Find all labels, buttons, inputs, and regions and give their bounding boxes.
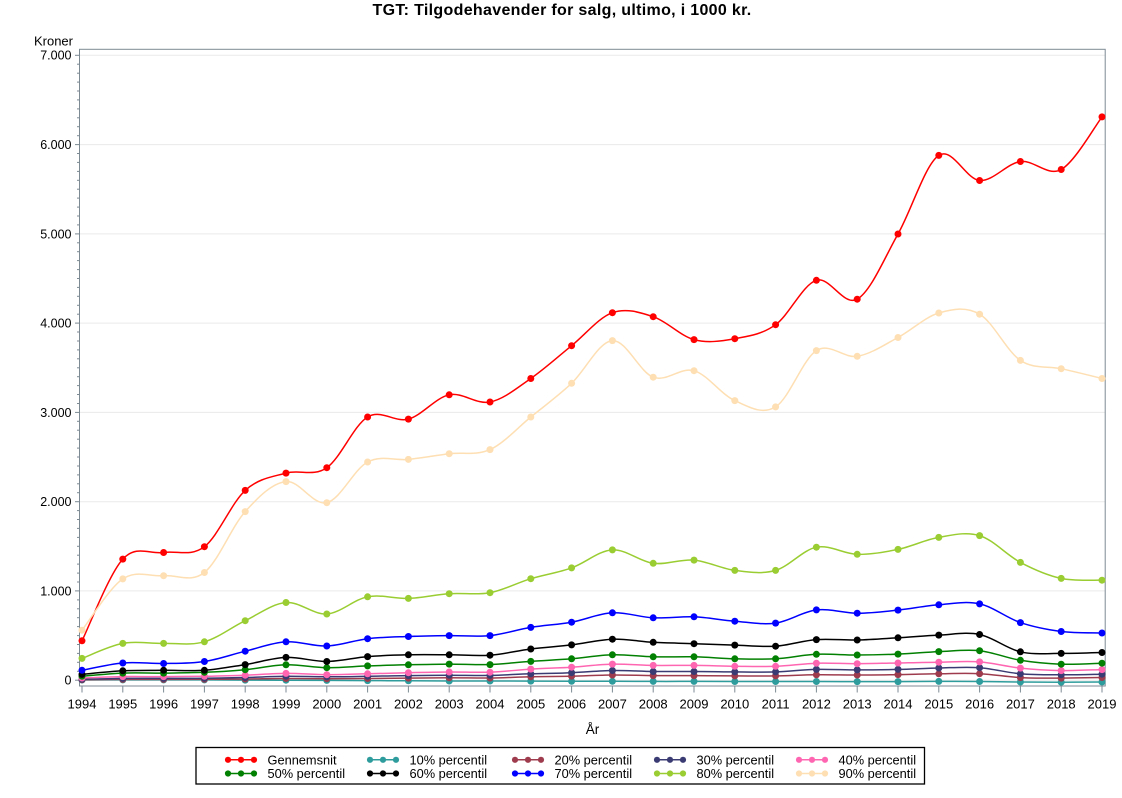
- svg-text:70% percentil: 70% percentil: [555, 766, 633, 781]
- svg-text:1995: 1995: [108, 696, 137, 711]
- svg-text:0: 0: [65, 674, 72, 688]
- svg-text:2000: 2000: [312, 696, 341, 711]
- svg-text:60% percentil: 60% percentil: [410, 766, 488, 781]
- svg-text:5.000: 5.000: [40, 227, 71, 241]
- svg-text:20% percentil: 20% percentil: [555, 752, 633, 767]
- svg-text:2003: 2003: [435, 696, 464, 711]
- svg-text:2002: 2002: [394, 696, 423, 711]
- svg-text:80% percentil: 80% percentil: [697, 766, 775, 781]
- svg-text:2011: 2011: [762, 696, 790, 711]
- svg-text:50% percentil: 50% percentil: [268, 766, 346, 781]
- svg-text:4.000: 4.000: [40, 317, 71, 331]
- svg-text:År: År: [586, 722, 600, 737]
- svg-text:2005: 2005: [516, 696, 545, 711]
- svg-text:40% percentil: 40% percentil: [839, 752, 917, 767]
- svg-text:2010: 2010: [720, 696, 749, 711]
- svg-text:7.000: 7.000: [40, 49, 71, 63]
- svg-text:3.000: 3.000: [40, 406, 71, 420]
- svg-text:2016: 2016: [965, 696, 994, 711]
- svg-text:2015: 2015: [924, 696, 953, 711]
- svg-text:30% percentil: 30% percentil: [697, 752, 775, 767]
- svg-text:1998: 1998: [231, 696, 260, 711]
- svg-text:2008: 2008: [639, 696, 668, 711]
- svg-text:Kroner: Kroner: [34, 34, 74, 49]
- svg-text:90% percentil: 90% percentil: [839, 766, 917, 781]
- svg-text:2007: 2007: [598, 696, 627, 711]
- svg-text:2012: 2012: [802, 696, 831, 711]
- svg-text:2.000: 2.000: [40, 495, 71, 509]
- svg-text:2014: 2014: [884, 696, 913, 711]
- svg-text:1.000: 1.000: [40, 584, 71, 598]
- svg-text:Gennemsnit: Gennemsnit: [268, 752, 337, 767]
- svg-text:10% percentil: 10% percentil: [410, 752, 488, 767]
- svg-text:1996: 1996: [149, 696, 178, 711]
- svg-text:2019: 2019: [1088, 696, 1117, 711]
- svg-text:1997: 1997: [190, 696, 219, 711]
- svg-text:6.000: 6.000: [40, 138, 71, 152]
- svg-text:2001: 2001: [353, 696, 382, 711]
- svg-text:2009: 2009: [680, 696, 709, 711]
- svg-text:2013: 2013: [843, 696, 872, 711]
- svg-text:1999: 1999: [272, 696, 301, 711]
- svg-text:2018: 2018: [1047, 696, 1076, 711]
- svg-text:2006: 2006: [557, 696, 586, 711]
- svg-text:1994: 1994: [68, 696, 97, 711]
- svg-text:2004: 2004: [476, 696, 505, 711]
- svg-text:2017: 2017: [1006, 696, 1035, 711]
- svg-text:TGT: Tilgodehavender for salg,: TGT: Tilgodehavender for salg, ultimo, i…: [372, 2, 751, 19]
